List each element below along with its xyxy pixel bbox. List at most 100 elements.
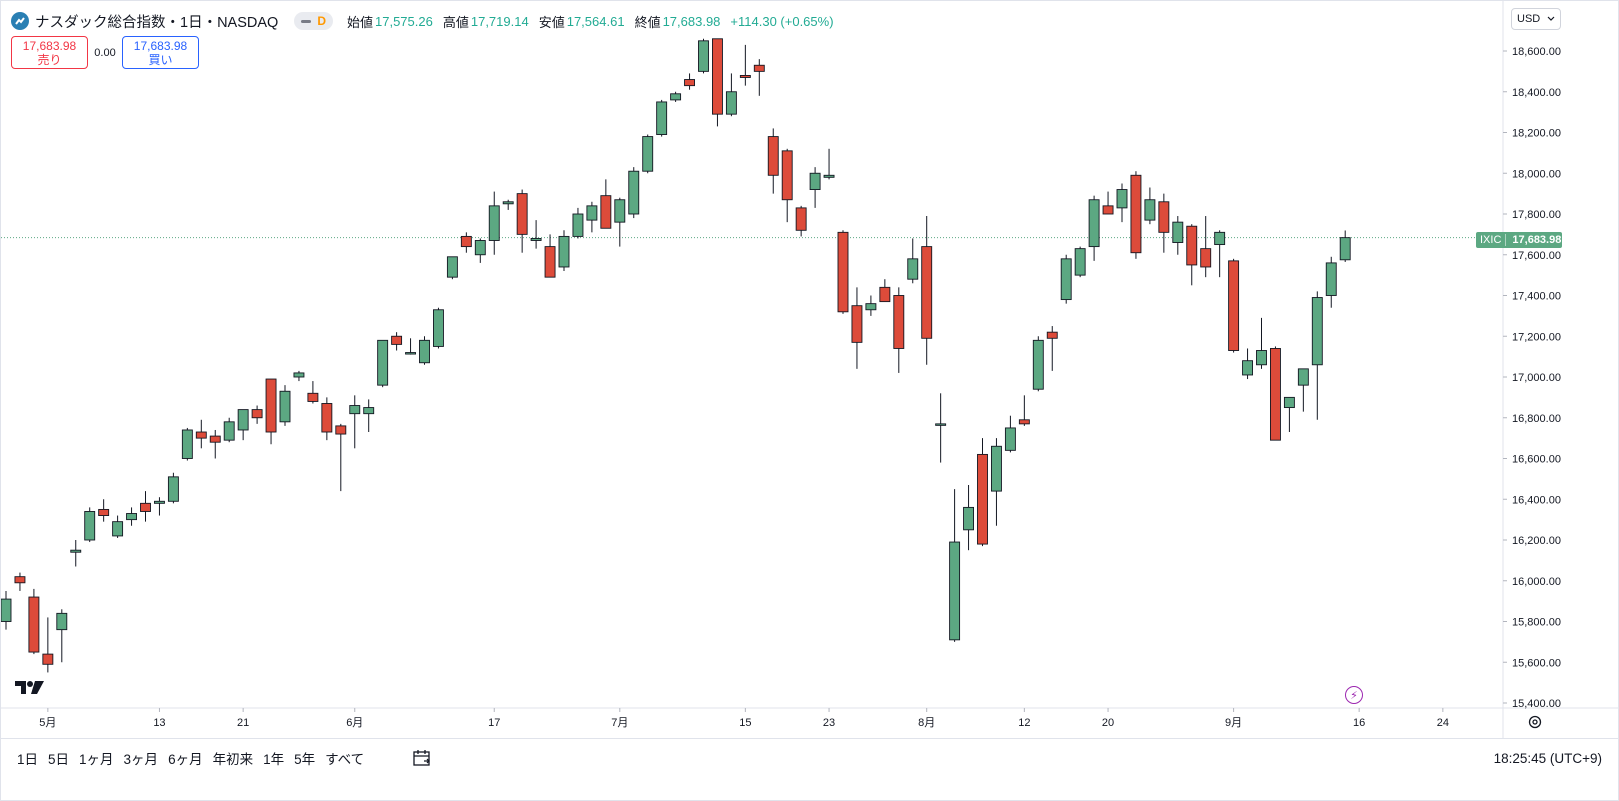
candle[interactable] (1, 590, 12, 630)
range-ytd[interactable]: 年初来 (212, 752, 254, 767)
candle[interactable] (209, 429, 221, 459)
candle[interactable] (195, 419, 207, 449)
clock-timezone[interactable]: 18:25:45 (UTC+9) (1493, 750, 1602, 766)
candle[interactable] (419, 336, 430, 365)
gear-icon[interactable] (1527, 714, 1543, 730)
candle[interactable] (1088, 195, 1100, 261)
candle[interactable] (293, 370, 305, 382)
buy-button[interactable]: 17,683.98 買い (122, 36, 199, 69)
range-5y[interactable]: 5年 (294, 752, 316, 767)
candle[interactable] (907, 238, 919, 284)
candle[interactable] (181, 427, 193, 461)
candle[interactable] (1228, 258, 1240, 353)
candle[interactable] (628, 167, 640, 219)
candle[interactable] (1269, 346, 1281, 441)
candle[interactable] (516, 189, 528, 253)
candle[interactable] (614, 197, 626, 247)
candle[interactable] (656, 99, 668, 137)
candle[interactable] (781, 148, 793, 223)
currency-select[interactable]: USD (1511, 8, 1561, 30)
candle[interactable] (363, 399, 375, 433)
candle[interactable] (1102, 191, 1114, 215)
candle[interactable] (502, 199, 514, 210)
candle[interactable] (237, 409, 249, 441)
candle[interactable] (837, 230, 849, 314)
candle[interactable] (572, 207, 584, 239)
candle[interactable] (1242, 348, 1254, 380)
candle[interactable] (223, 417, 235, 443)
range-1y[interactable]: 1年 (263, 752, 285, 767)
candle[interactable] (167, 472, 179, 504)
candle[interactable] (1116, 183, 1128, 223)
candle[interactable] (56, 609, 68, 663)
candle[interactable] (1130, 171, 1142, 259)
candle[interactable] (1144, 187, 1156, 225)
candle[interactable] (153, 497, 165, 516)
candle[interactable] (795, 205, 807, 237)
interval-badge[interactable]: D (294, 12, 333, 30)
candle[interactable] (865, 295, 877, 316)
candle[interactable] (307, 381, 319, 404)
candle[interactable] (1046, 326, 1058, 371)
candle[interactable] (670, 91, 682, 102)
candle[interactable] (391, 332, 403, 351)
candle[interactable] (42, 617, 54, 673)
candle[interactable] (321, 397, 333, 441)
candle[interactable] (530, 220, 542, 249)
candle[interactable] (1200, 216, 1212, 278)
candle[interactable] (600, 179, 612, 229)
candle[interactable] (642, 134, 654, 174)
candle[interactable] (753, 59, 765, 96)
candle[interactable] (1186, 224, 1198, 286)
candle[interactable] (126, 507, 138, 526)
candle[interactable] (1004, 415, 1016, 453)
candle[interactable] (1339, 230, 1351, 262)
candle[interactable] (1297, 368, 1309, 412)
candle[interactable] (544, 234, 556, 278)
candle[interactable] (767, 128, 779, 194)
candle[interactable] (739, 44, 751, 86)
candle[interactable] (823, 148, 835, 180)
range-1m[interactable]: 1ヶ月 (79, 752, 114, 767)
sell-button[interactable]: 17,683.98 売り (11, 36, 88, 69)
symbol-title[interactable]: ナスダック総合指数・1日・NASDAQ (35, 14, 279, 31)
candle[interactable] (1283, 396, 1295, 433)
candlestick-chart[interactable]: 15,400.00 15,600.00 15,800.00 16,000.00 16,2… (1, 1, 1618, 738)
candle[interactable] (684, 73, 695, 90)
candle[interactable] (921, 216, 933, 365)
candle[interactable] (698, 38, 709, 74)
candle[interactable] (460, 232, 472, 253)
candle[interactable] (112, 515, 124, 538)
candle[interactable] (712, 38, 723, 127)
candle[interactable] (963, 484, 974, 551)
candle[interactable] (251, 405, 263, 424)
candle[interactable] (1158, 193, 1170, 253)
candle[interactable] (70, 540, 82, 567)
candle[interactable] (433, 307, 444, 349)
candle[interactable] (335, 423, 347, 492)
candle[interactable] (809, 167, 821, 208)
candle[interactable] (377, 339, 389, 388)
calendar-icon[interactable] (412, 748, 432, 768)
candle[interactable] (935, 393, 947, 463)
candle[interactable] (84, 507, 96, 543)
candle[interactable] (586, 201, 598, 233)
candle[interactable] (265, 378, 277, 445)
candle[interactable] (1256, 317, 1267, 369)
candle[interactable] (488, 191, 500, 255)
candle[interactable] (1311, 291, 1323, 420)
range-1d[interactable]: 1日 (17, 752, 39, 767)
candle[interactable] (474, 238, 486, 263)
candle[interactable] (893, 287, 905, 373)
candle[interactable] (1214, 230, 1226, 278)
candle[interactable] (140, 491, 151, 522)
range-3m[interactable]: 3ヶ月 (123, 752, 159, 767)
candle[interactable] (1325, 256, 1337, 308)
candle[interactable] (949, 489, 961, 642)
candle[interactable] (725, 73, 737, 117)
candle[interactable] (28, 588, 40, 655)
candle[interactable] (14, 572, 26, 591)
candle[interactable] (349, 395, 361, 449)
candle[interactable] (279, 385, 291, 426)
candle[interactable] (98, 499, 110, 522)
